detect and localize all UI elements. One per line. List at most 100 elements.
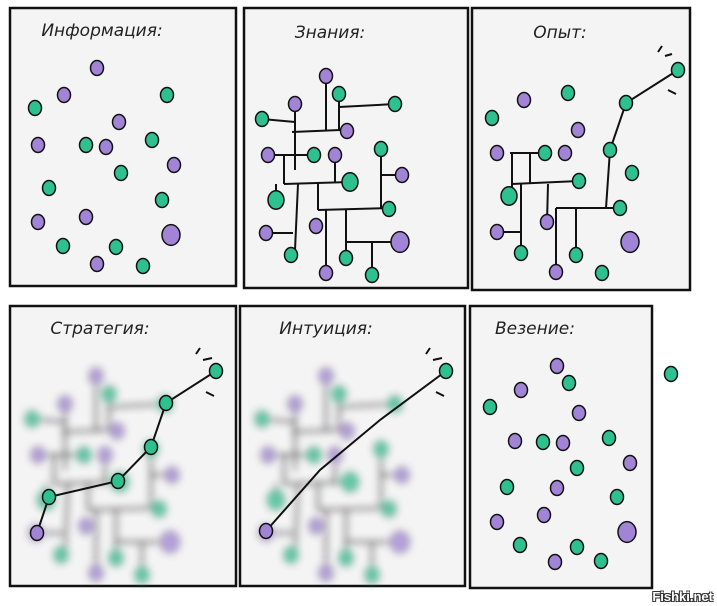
dot (30, 213, 46, 231)
dot (516, 91, 532, 109)
connection-line (435, 391, 445, 397)
dot (260, 446, 276, 464)
panel-frame-5 (238, 304, 467, 588)
dot (108, 238, 124, 256)
dot (30, 136, 46, 154)
dot (549, 479, 565, 497)
dot (318, 367, 334, 385)
dot (101, 385, 117, 403)
dot (612, 199, 628, 217)
dot (158, 394, 174, 412)
dot (287, 95, 303, 113)
dot (560, 84, 576, 102)
dot (338, 249, 354, 267)
dot (254, 110, 270, 128)
dot (381, 200, 397, 218)
dot (267, 190, 285, 210)
dot (89, 59, 105, 77)
dot (98, 138, 114, 156)
connection-line (425, 347, 431, 355)
dot (88, 367, 104, 385)
blurred-background (254, 367, 410, 584)
dot (41, 179, 57, 197)
dot (260, 146, 276, 164)
dot (283, 246, 299, 264)
dot (555, 434, 571, 452)
connection-line (291, 129, 341, 133)
dot (97, 446, 113, 464)
dot (570, 121, 586, 139)
panel-title-information: Информация: (41, 21, 162, 41)
dot (507, 432, 523, 450)
dot (306, 146, 322, 164)
connection-line (317, 207, 390, 211)
dot (166, 156, 182, 174)
connection-line (511, 180, 580, 185)
dot (571, 172, 587, 190)
dot (327, 446, 343, 464)
dot (308, 217, 324, 235)
dot (387, 95, 403, 113)
connection-line (667, 89, 677, 95)
dot (537, 144, 553, 162)
dot (364, 566, 380, 584)
connection-line (338, 403, 396, 408)
dot (55, 237, 71, 255)
dot (318, 67, 334, 85)
dot (513, 244, 529, 262)
dot (113, 164, 129, 182)
dot (144, 131, 160, 149)
panel-title-experience: Опыт: (533, 23, 587, 43)
dot (283, 546, 299, 564)
dot (89, 255, 105, 273)
dot (339, 422, 355, 440)
dot (76, 446, 92, 464)
dot (208, 362, 224, 380)
dot (88, 564, 104, 582)
dot (338, 549, 354, 567)
dot (489, 223, 505, 241)
dot (609, 488, 625, 506)
dot (513, 381, 529, 399)
panel-title-knowledge: Знания: (295, 23, 366, 43)
connection-line (87, 507, 160, 511)
dot (489, 144, 505, 162)
panel-title-intuition: Интуиция: (279, 319, 372, 339)
dot (438, 362, 454, 380)
dot (341, 172, 359, 192)
connection-line (195, 347, 201, 355)
dot (78, 517, 94, 535)
dot (512, 536, 528, 554)
panel-frame-1 (8, 6, 238, 288)
dot (594, 264, 610, 282)
dot (568, 246, 584, 264)
dot (135, 257, 151, 275)
dot (620, 230, 640, 254)
dot (306, 446, 322, 464)
dot (536, 506, 552, 524)
dot (535, 433, 551, 451)
dot (561, 374, 577, 392)
dot (549, 357, 565, 375)
dot (109, 422, 125, 440)
dot (593, 552, 609, 570)
dot (143, 438, 159, 456)
panel-title-luck: Везение: (495, 319, 575, 339)
dot (161, 223, 181, 247)
connection-line (291, 429, 341, 433)
dot (108, 549, 124, 567)
dot (151, 500, 167, 518)
dot (500, 186, 518, 206)
dot (670, 61, 686, 79)
dot (364, 266, 380, 284)
dot (41, 488, 57, 506)
dot (548, 263, 564, 281)
watermark: Fishki.net (652, 589, 713, 604)
dot (617, 520, 637, 544)
connection-line (61, 429, 111, 433)
dot (318, 564, 334, 582)
dot (53, 546, 69, 564)
dot (24, 410, 40, 428)
dot (57, 395, 73, 413)
